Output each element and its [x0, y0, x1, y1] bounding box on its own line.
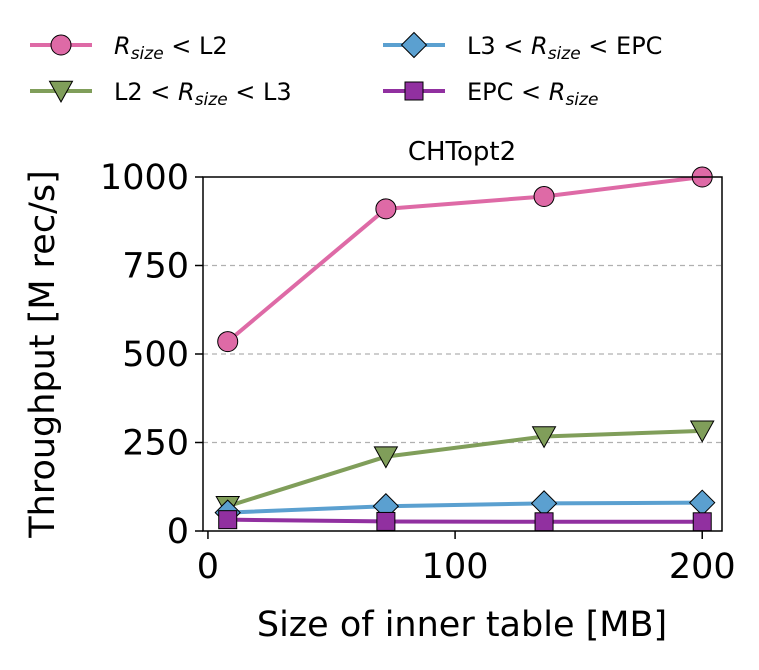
data-point — [530, 490, 558, 517]
data-point — [534, 512, 554, 532]
x-tick-label: 200 — [669, 547, 736, 587]
x-tick-label: 0 — [197, 547, 219, 587]
legend-marker — [48, 80, 74, 103]
data-point — [533, 185, 555, 207]
y-tick-label: 250 — [122, 424, 189, 464]
series-line — [227, 517, 703, 524]
legend-entry: EPC < Rsize — [383, 78, 598, 110]
y-axis-label: Throughput [M rec/s] — [23, 170, 63, 538]
grid — [203, 264, 722, 444]
data-point — [373, 446, 399, 469]
data-point — [376, 511, 396, 531]
legend-entry: L3 < Rsize < EPC — [383, 31, 662, 64]
legend-marker — [400, 31, 428, 59]
legend-label: L3 < Rsize < EPC — [467, 32, 662, 64]
data-point — [375, 198, 397, 220]
y-tick-label: 500 — [122, 335, 189, 375]
legend-marker — [404, 81, 424, 101]
series-line — [226, 175, 703, 344]
series-3 — [218, 510, 712, 532]
legend-label: EPC < Rsize — [467, 78, 598, 110]
series-0 — [217, 166, 713, 353]
legend: Rsize < L2 L2 < Rsize < L3 L3 < Rsize < EP… — [30, 31, 662, 110]
data-point — [217, 331, 239, 353]
legend-entry: Rsize < L2 — [30, 32, 228, 64]
data-point — [689, 489, 716, 516]
x-tick-label: 100 — [422, 547, 489, 587]
axes: 0 250 500 750 1000 0 100 200 — [100, 158, 736, 587]
y-tick-label: 750 — [122, 247, 189, 287]
data-point — [531, 426, 557, 449]
x-axis-label: Size of inner table [MB] — [257, 605, 667, 645]
legend-entry: L2 < Rsize < L3 — [30, 78, 292, 110]
data-point — [218, 510, 238, 530]
data-point — [692, 512, 712, 532]
data-point — [689, 420, 715, 443]
legend-label: L2 < Rsize < L3 — [114, 78, 292, 110]
y-tick-label: 0 — [167, 512, 189, 552]
series-line — [227, 428, 703, 509]
legend-marker — [50, 34, 72, 56]
series — [214, 166, 716, 532]
y-tick-label: 1000 — [100, 158, 189, 198]
legend-label: Rsize < L2 — [114, 32, 228, 64]
chart-title: CHTopt2 — [408, 137, 516, 167]
series-line — [227, 500, 703, 515]
